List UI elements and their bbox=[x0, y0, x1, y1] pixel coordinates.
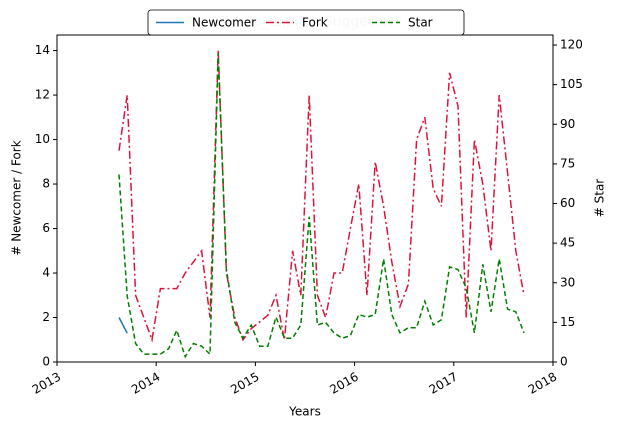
series-line bbox=[118, 52, 525, 359]
legend-label: Newcomer bbox=[192, 16, 256, 30]
y-axis-label: # Newcomer / Fork bbox=[10, 140, 24, 255]
y2-tick-label: 90 bbox=[560, 117, 575, 131]
y2-axis-label: # Star bbox=[593, 179, 607, 218]
legend-label: Star bbox=[408, 16, 433, 30]
x-axis-label: Years bbox=[288, 405, 321, 419]
x-tick-label: 2013 bbox=[30, 370, 63, 397]
y-tick-label: 0 bbox=[42, 355, 50, 369]
y2-tick-label: 120 bbox=[560, 38, 583, 52]
legend-box bbox=[147, 9, 465, 36]
y2-tick-label: 105 bbox=[560, 77, 583, 91]
y-tick-label: 6 bbox=[42, 221, 50, 235]
y-tick-label: 2 bbox=[42, 310, 50, 324]
series-line bbox=[118, 317, 128, 334]
series-line bbox=[118, 50, 525, 343]
x-tick-label: 2017 bbox=[427, 370, 460, 397]
x-tick-label: 2015 bbox=[228, 370, 261, 397]
y2-tick-label: 15 bbox=[560, 315, 575, 329]
y2-tick-label: 30 bbox=[560, 275, 575, 289]
y2-tick-label: 0 bbox=[560, 355, 568, 369]
y-tick-label: 14 bbox=[35, 43, 50, 57]
x-tick-label: 2014 bbox=[129, 370, 162, 397]
y2-tick-label: 45 bbox=[560, 236, 575, 250]
y-tick-label: 10 bbox=[35, 132, 50, 146]
y-tick-label: 12 bbox=[35, 88, 50, 102]
x-tick-label: 2018 bbox=[526, 370, 559, 397]
y2-tick-label: 60 bbox=[560, 196, 575, 210]
y2-tick-label: 75 bbox=[560, 156, 575, 170]
y-tick-label: 4 bbox=[42, 266, 50, 280]
x-tick-label: 2016 bbox=[327, 370, 360, 397]
legend-label: Fork bbox=[302, 16, 328, 30]
y-tick-label: 8 bbox=[42, 177, 50, 191]
